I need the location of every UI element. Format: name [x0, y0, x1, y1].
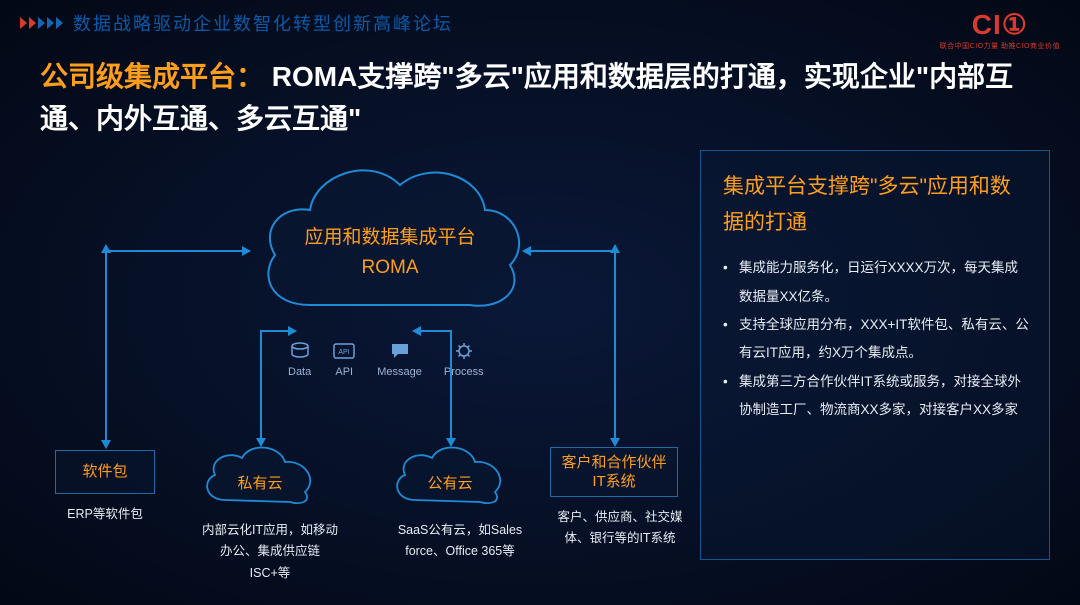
- list-item: 支持全球应用分布，XXX+IT软件包、私有云、公有云IT应用，约X万个集成点。: [723, 311, 1031, 368]
- node-label: 公有云: [390, 472, 510, 493]
- node-desc: SaaS公有云，如Sales force、Office 365等: [390, 520, 530, 563]
- svg-text:API: API: [339, 349, 350, 356]
- chevron-icon: [29, 17, 36, 29]
- logo-main: CI①: [940, 8, 1060, 41]
- arrow-head-icon: [522, 246, 531, 256]
- chevron-icon: [20, 17, 27, 29]
- arrow-head-icon: [101, 244, 111, 253]
- connector-line: [530, 250, 615, 252]
- message-capability: Message: [377, 340, 422, 378]
- side-panel: 集成平台支撑跨"多云"应用和数据的打通 集成能力服务化，日运行XXXX万次，每天…: [700, 150, 1050, 560]
- node-partner-it: 客户和合作伙伴IT系统 客户、供应商、社交媒体、银行等的IT系统: [550, 447, 690, 550]
- node-desc: 内部云化IT应用，如移动办公、集成供应链ISC+等: [200, 520, 340, 584]
- arrow-head-icon: [101, 440, 111, 449]
- node-box: 客户和合作伙伴IT系统: [550, 447, 678, 497]
- connector-line: [260, 330, 290, 332]
- chevron-icon: [47, 17, 54, 29]
- icon-label: API: [333, 366, 355, 378]
- title-accent: 公司级集成平台：: [40, 61, 264, 92]
- chevron-icon: [56, 17, 63, 29]
- connector-line: [105, 250, 107, 442]
- message-icon: [389, 340, 411, 362]
- center-cloud-line1: 应用和数据集成平台: [250, 223, 530, 253]
- arrow-head-icon: [288, 326, 297, 336]
- icon-label: Message: [377, 366, 422, 378]
- center-cloud: 应用和数据集成平台 ROMA: [250, 155, 530, 335]
- node-label: 私有云: [200, 472, 320, 493]
- arrow-head-icon: [242, 246, 251, 256]
- architecture-diagram: 应用和数据集成平台 ROMA Data API API: [20, 150, 690, 580]
- side-panel-title: 集成平台支撑跨"多云"应用和数据的打通: [723, 169, 1031, 240]
- logo: CI① 联合中国CIO力量 助推CIO商业价值: [940, 8, 1060, 51]
- arrow-head-icon: [412, 326, 421, 336]
- list-item: 集成第三方合作伙伴IT系统或服务，对接全球外协制造工厂、物流商XX多家，对接客户…: [723, 368, 1031, 425]
- center-cloud-line2: ROMA: [250, 253, 530, 283]
- node-software-pkg: 软件包 ERP等软件包: [55, 450, 155, 525]
- capability-icons: Data API API Message Process: [288, 340, 484, 378]
- connector-line: [260, 330, 262, 440]
- data-capability: Data: [288, 340, 311, 378]
- node-desc: 客户、供应商、社交媒体、银行等的IT系统: [550, 507, 690, 550]
- connector-line: [614, 250, 616, 440]
- node-private-cloud: 私有云 内部云化IT应用，如移动办公、集成供应链ISC+等: [200, 440, 340, 584]
- arrow-head-icon: [610, 438, 620, 447]
- breadcrumb-title: 数据战略驱动企业数智化转型创新高峰论坛: [73, 10, 453, 36]
- logo-subtitle: 联合中国CIO力量 助推CIO商业价值: [940, 41, 1060, 51]
- chevron-icon: [38, 17, 45, 29]
- node-label: 客户和合作伙伴IT系统: [559, 453, 669, 492]
- node-desc: ERP等软件包: [55, 504, 155, 525]
- api-icon: API: [333, 340, 355, 362]
- process-icon: [453, 340, 475, 362]
- connector-line: [105, 250, 250, 252]
- page-title: 公司级集成平台： ROMA支撑跨"多云"应用和数据层的打通，实现企业"内部互通、…: [0, 36, 1080, 150]
- connector-line: [420, 330, 450, 332]
- node-box: 软件包: [55, 450, 155, 494]
- list-item: 集成能力服务化，日运行XXXX万次，每天集成数据量XX亿条。: [723, 254, 1031, 311]
- small-cloud: 公有云: [390, 440, 510, 510]
- chevron-group: [20, 17, 63, 29]
- connector-line: [450, 330, 452, 440]
- node-label: 软件包: [82, 462, 127, 482]
- icon-label: Data: [288, 366, 311, 378]
- small-cloud: 私有云: [200, 440, 320, 510]
- data-icon: [289, 340, 311, 362]
- center-cloud-label: 应用和数据集成平台 ROMA: [250, 223, 530, 284]
- api-capability: API API: [333, 340, 355, 378]
- side-panel-list: 集成能力服务化，日运行XXXX万次，每天集成数据量XX亿条。 支持全球应用分布，…: [723, 254, 1031, 424]
- node-public-cloud: 公有云 SaaS公有云，如Sales force、Office 365等: [390, 440, 530, 563]
- top-bar: 数据战略驱动企业数智化转型创新高峰论坛: [0, 0, 1080, 36]
- arrow-head-icon: [610, 244, 620, 253]
